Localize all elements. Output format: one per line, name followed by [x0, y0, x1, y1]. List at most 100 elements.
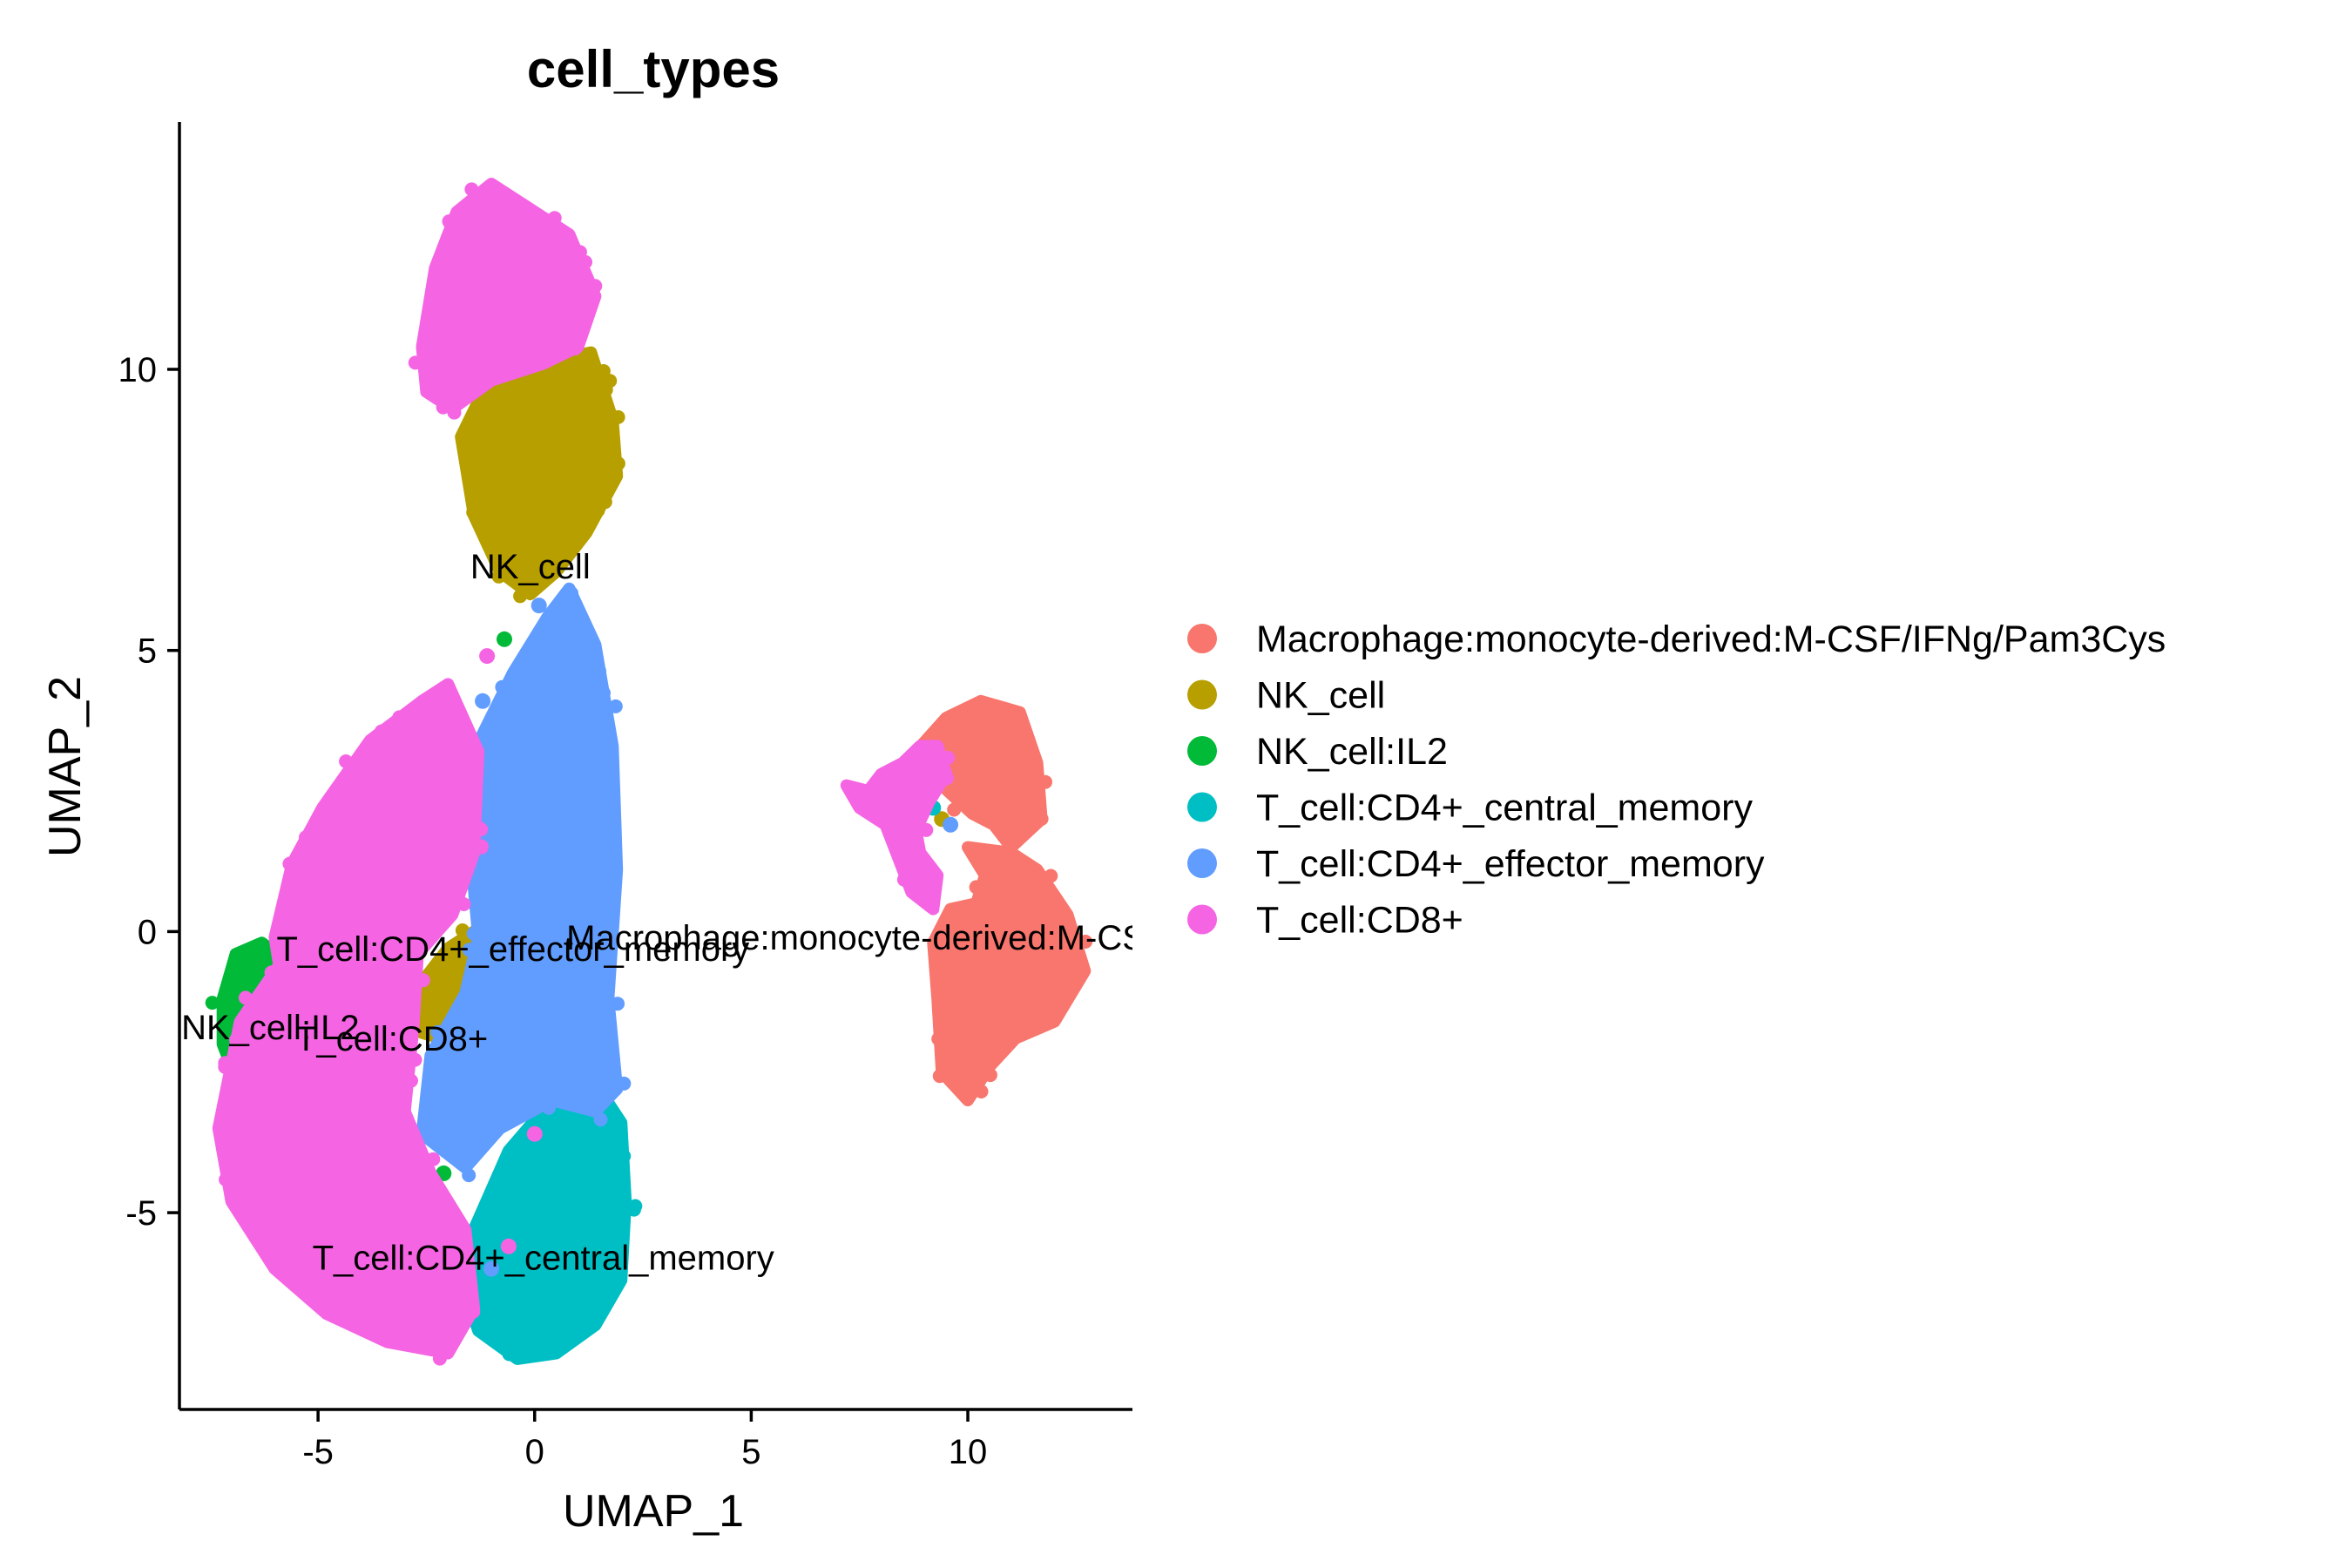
cell-point: [965, 805, 980, 819]
cell-point: [531, 774, 545, 787]
cell-point: [498, 445, 513, 460]
cell-point: [408, 1052, 422, 1067]
cell-point: [376, 1291, 391, 1306]
cell-point: [218, 1059, 233, 1074]
cell-point: [517, 808, 531, 822]
cell-point: [564, 586, 578, 600]
cell-point: [526, 422, 541, 437]
cell-point: [288, 1272, 303, 1287]
cell-point: [391, 858, 406, 873]
cell-point: [996, 793, 1010, 808]
cell-point: [522, 688, 537, 703]
cell-point: [411, 1145, 426, 1159]
cell-point: [956, 1070, 972, 1086]
cell-point: [490, 983, 504, 998]
cell-point: [1038, 774, 1052, 789]
cell-point: [600, 990, 615, 1005]
cell-point: [451, 247, 466, 262]
cell-point: [558, 1082, 572, 1097]
cell-point: [490, 473, 505, 488]
cell-point: [426, 1152, 441, 1166]
cell-point: [461, 840, 476, 854]
cell-point: [495, 679, 510, 694]
cell-point: [1078, 935, 1093, 949]
x-tick-label: 0: [525, 1433, 544, 1471]
cell-point: [547, 211, 562, 226]
cell-point: [1067, 936, 1082, 951]
cell-point: [328, 1298, 342, 1313]
cell-point: [571, 374, 586, 389]
cell-point: [936, 940, 950, 955]
cell-point: [512, 929, 527, 944]
cell-point: [548, 336, 563, 351]
cell-point: [568, 341, 583, 355]
cell-point: [411, 1213, 426, 1228]
cell-point: [259, 1146, 274, 1161]
cell-point: [366, 853, 381, 868]
cell-point: [386, 980, 400, 995]
cell-point: [302, 875, 317, 890]
cell-point: [429, 1308, 444, 1323]
cell-point: [294, 1163, 308, 1178]
cell-point: [327, 1166, 341, 1180]
cell-point: [395, 1173, 409, 1187]
cell-point: [547, 1293, 562, 1307]
cell-point: [966, 732, 981, 747]
series-group: [212, 178, 956, 1366]
y-axis-title: UMAP_2: [40, 676, 91, 857]
cell-point: [549, 470, 564, 483]
cell-point: [626, 1202, 641, 1217]
cell-point: [531, 332, 546, 347]
cell-point: [363, 785, 378, 800]
cell-point: [401, 1136, 416, 1151]
cell-point: [963, 1043, 977, 1058]
cell-point: [380, 905, 395, 920]
cell-point: [362, 953, 377, 968]
cell-point: [243, 1180, 258, 1195]
cell-point: [536, 1013, 551, 1028]
cell-point: [409, 1228, 424, 1243]
cell-point: [256, 1001, 271, 1016]
cell-point: [436, 707, 451, 722]
cell-point: [392, 747, 407, 761]
cell-point: [551, 245, 565, 260]
cell-point: [526, 1034, 541, 1049]
cell-point: [542, 1100, 556, 1115]
cell-point: [591, 471, 605, 486]
cell-point: [572, 245, 587, 260]
cell-point: [610, 1216, 625, 1231]
y-tick-label: 5: [138, 632, 157, 671]
cell-point: [598, 495, 612, 510]
cell-point: [256, 1078, 271, 1093]
cell-point: [305, 1265, 320, 1280]
cell-point: [483, 881, 498, 896]
cell-point: [480, 224, 495, 238]
cell-point: [280, 950, 295, 965]
cluster-label: T_cell:CD4+_effector_memory: [276, 930, 749, 969]
legend-label: T_cell:CD4+_effector_memory: [1256, 843, 1765, 885]
cell-point: [466, 505, 481, 520]
cell-point: [225, 1071, 240, 1085]
cell-point: [969, 880, 983, 895]
cell-point: [347, 1005, 362, 1020]
cell-point: [289, 965, 304, 980]
cell-point: [312, 821, 327, 835]
cell-point: [558, 852, 573, 867]
legend-key: [1187, 679, 1217, 710]
cell-point: [984, 886, 999, 901]
cell-point: [526, 1125, 543, 1142]
cell-point: [592, 664, 606, 679]
chart-title: cell_types: [527, 40, 780, 98]
cell-point: [611, 409, 625, 424]
cell-point: [909, 837, 923, 851]
cell-point: [271, 1035, 286, 1050]
cell-point: [492, 1274, 507, 1289]
cell-point: [505, 1204, 520, 1219]
cell-point: [456, 897, 471, 911]
legend-key: [1187, 736, 1217, 766]
cell-point: [597, 1022, 612, 1037]
cell-point: [497, 1038, 511, 1053]
cell-point: [316, 911, 331, 926]
cell-point: [449, 879, 463, 894]
cell-point: [219, 1173, 233, 1187]
